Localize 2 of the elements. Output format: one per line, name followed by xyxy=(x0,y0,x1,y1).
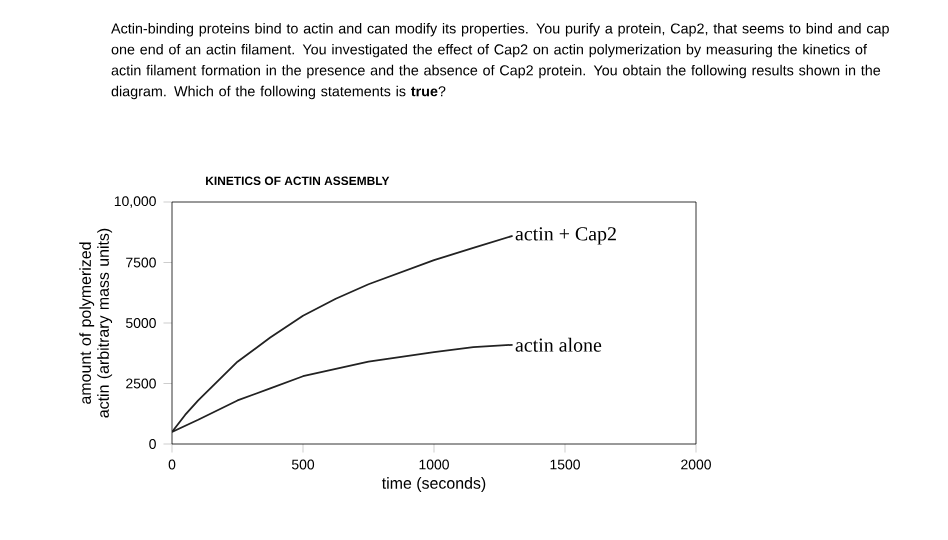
series-label: actin + Cap2 xyxy=(515,227,616,245)
series-label: actin alone xyxy=(515,337,602,352)
